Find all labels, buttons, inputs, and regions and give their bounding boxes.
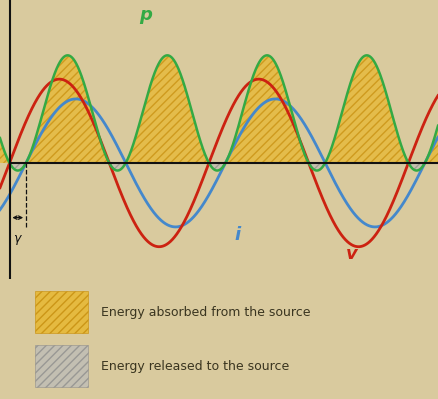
Bar xyxy=(35,345,88,387)
Text: $\bfit{v}$: $\bfit{v}$ xyxy=(345,245,360,263)
Bar xyxy=(35,291,88,333)
Text: $\bfit{i}$: $\bfit{i}$ xyxy=(234,226,242,244)
Text: $\bfit{p}$: $\bfit{p}$ xyxy=(139,8,153,26)
Text: Energy released to the source: Energy released to the source xyxy=(101,360,289,373)
Text: $\gamma$: $\gamma$ xyxy=(13,233,23,247)
Text: Energy absorbed from the source: Energy absorbed from the source xyxy=(101,306,310,319)
